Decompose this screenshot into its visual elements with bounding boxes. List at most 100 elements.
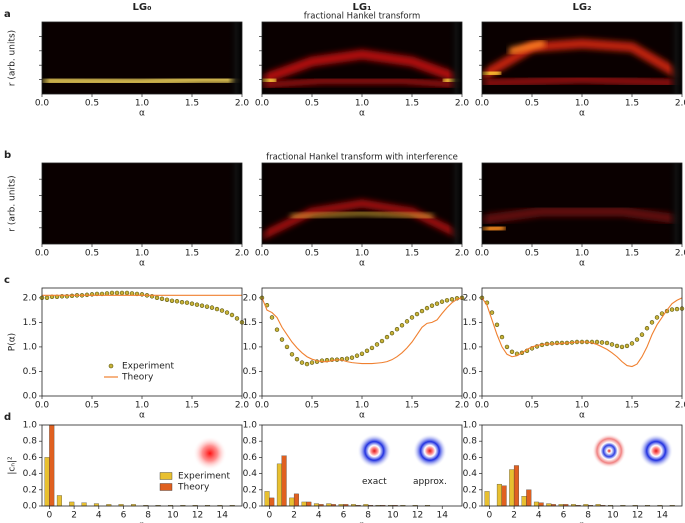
y-axis-label: r (arb. units) — [8, 175, 18, 231]
data-point — [439, 299, 445, 304]
heatmap — [482, 163, 682, 244]
x-tick-label: 0.5 — [305, 401, 319, 411]
data-point — [294, 356, 300, 362]
x-tick-label: 6 — [341, 511, 347, 521]
bar — [496, 483, 502, 507]
column-title: LG₂ — [573, 2, 592, 13]
data-point — [154, 295, 160, 301]
x-tick-label: 8 — [145, 511, 151, 521]
x-tick-label: 1.5 — [405, 401, 419, 411]
x-tick-label: 0.5 — [85, 401, 99, 411]
legend-label: Theory — [121, 373, 154, 383]
x-axis-label: α — [359, 259, 365, 269]
x-tick-label: 2.0 — [675, 99, 685, 109]
annotation: exact — [362, 477, 387, 487]
y-tick-label: 0.0 — [243, 502, 258, 512]
x-tick-label: 2 — [511, 511, 517, 521]
data-point — [224, 310, 230, 315]
x-tick-label: 1.0 — [355, 249, 370, 259]
x-tick-label: 2 — [71, 511, 77, 521]
beam-inset — [357, 433, 392, 468]
data-point — [504, 344, 510, 350]
x-tick-label: 1.5 — [405, 249, 419, 259]
data-point — [179, 300, 185, 305]
x-tick-label: 1.0 — [135, 401, 150, 411]
edge-fade — [42, 22, 242, 94]
data-point — [619, 344, 625, 350]
data-point — [404, 319, 410, 324]
y-tick-label: 1.5 — [463, 318, 477, 328]
x-tick-label: 0.5 — [85, 99, 99, 109]
data-point — [204, 304, 210, 309]
plot-frame — [41, 424, 243, 507]
column-title: LG₀ — [133, 2, 152, 13]
edge-fade — [262, 22, 462, 94]
bar — [276, 463, 282, 507]
data-point — [599, 340, 605, 345]
plot-frame — [41, 162, 243, 245]
data-point — [124, 290, 130, 296]
legend-swatch — [159, 483, 173, 491]
data-point — [309, 360, 315, 365]
y-tick-label: 0.4 — [243, 469, 258, 479]
bar — [49, 424, 55, 507]
theory-line — [261, 297, 463, 365]
data-point — [194, 302, 200, 307]
x-tick-label: 0 — [487, 511, 493, 521]
x-axis-label: α — [359, 109, 365, 119]
x-tick-label: 12 — [192, 511, 203, 521]
y-tick-label: 0.0 — [23, 502, 38, 512]
x-tick-label: 2.0 — [455, 401, 470, 411]
data-point — [164, 297, 170, 302]
y-tick-label: 1.5 — [23, 318, 37, 328]
x-tick-label: 0.5 — [305, 99, 319, 109]
data-point — [129, 291, 135, 296]
data-point — [494, 322, 500, 328]
x-tick-label: 0.0 — [35, 249, 50, 259]
x-tick-label: 0.0 — [35, 99, 50, 109]
bar — [501, 485, 507, 507]
y-tick-label: 0.2 — [23, 485, 37, 495]
plot-frame — [481, 287, 683, 397]
plot-frame — [41, 287, 243, 397]
beam-inset — [192, 436, 227, 471]
data-point — [429, 303, 435, 308]
panel-label: d — [4, 412, 11, 423]
data-point — [359, 351, 365, 356]
x-tick-label: 1.5 — [185, 99, 199, 109]
data-point — [674, 306, 680, 312]
data-point — [419, 308, 425, 314]
x-tick-label: 10 — [387, 511, 399, 521]
data-point — [189, 301, 195, 306]
bar — [293, 493, 299, 507]
edge-fade — [262, 163, 462, 244]
y-tick-label: 0.2 — [243, 485, 257, 495]
data-point — [274, 327, 280, 332]
data-point — [109, 290, 115, 296]
data-point — [399, 323, 405, 328]
data-point — [409, 315, 415, 320]
data-point — [114, 290, 120, 296]
bar — [69, 501, 75, 507]
data-point — [424, 305, 430, 311]
bar — [281, 455, 287, 507]
column-title: LG₁ — [353, 2, 372, 13]
edge-fade — [42, 163, 242, 244]
data-point — [659, 311, 665, 316]
x-tick-label: 6 — [121, 511, 127, 521]
data-point — [364, 348, 370, 354]
x-axis-label: α — [139, 259, 145, 269]
y-tick-label: 0.6 — [23, 453, 38, 463]
y-tick-label: 1.5 — [243, 318, 257, 328]
x-tick-label: 14 — [657, 511, 669, 521]
data-point — [669, 307, 675, 312]
x-tick-label: 1.0 — [575, 99, 590, 109]
data-point — [414, 311, 420, 317]
data-point — [654, 315, 660, 320]
data-point — [104, 291, 110, 296]
x-tick-label: 10 — [167, 511, 179, 521]
bar — [484, 491, 490, 507]
data-point — [389, 330, 395, 336]
data-point — [444, 298, 450, 303]
